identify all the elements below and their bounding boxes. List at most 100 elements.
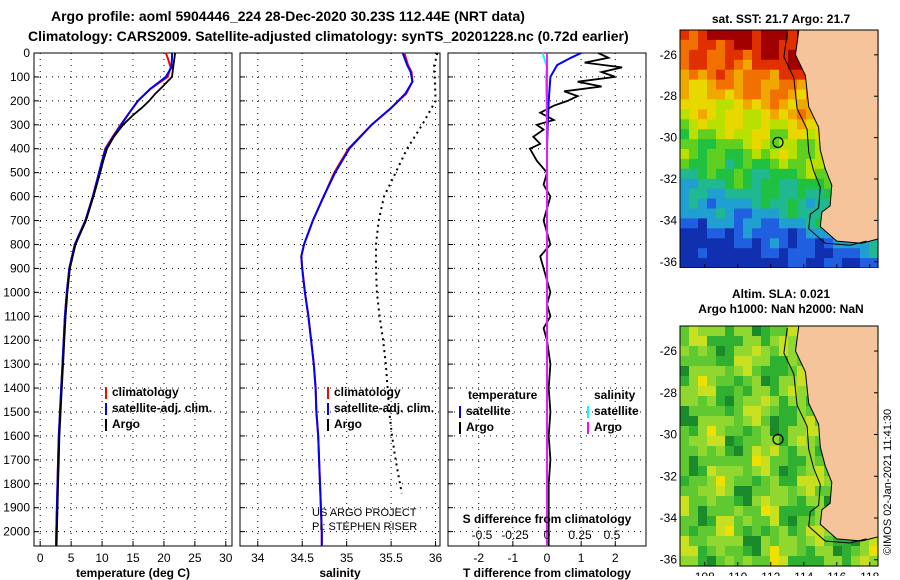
map-cell [707, 366, 717, 377]
map-cell [788, 506, 798, 517]
map-cell [788, 149, 798, 160]
map-cell [716, 129, 726, 140]
map-cell [680, 149, 690, 160]
map-cell [842, 248, 852, 259]
map-cell [707, 486, 717, 497]
map-cell [689, 416, 699, 427]
map-cell [680, 476, 690, 487]
map-cell [680, 59, 690, 71]
map-cell [770, 476, 780, 487]
map-cell [689, 506, 699, 517]
map-cell [797, 436, 807, 447]
map-cell [698, 416, 708, 427]
map-cell [815, 456, 825, 467]
map-cell [752, 168, 762, 180]
map-cell [689, 208, 699, 219]
map-cell [761, 158, 771, 170]
map-cell [788, 258, 798, 268]
map-cell [689, 466, 699, 477]
map-cell [743, 556, 753, 567]
map-cell [725, 386, 735, 397]
map-cell [788, 376, 798, 387]
map-cell [797, 376, 807, 387]
depth-tick-label: 800 [10, 237, 30, 251]
map-cell [797, 486, 807, 497]
map-cell [788, 516, 798, 527]
map-cell [788, 79, 798, 91]
map-cell [689, 446, 699, 457]
map-cell [752, 516, 762, 527]
map-cell [788, 129, 798, 140]
map-cell [815, 476, 825, 487]
map-cell [806, 496, 816, 507]
map-cell [770, 406, 780, 417]
map-cell [689, 218, 699, 229]
map-cell [788, 426, 798, 437]
map-cell [752, 456, 762, 467]
map-lat-label: -34 [660, 511, 678, 525]
map-cell [752, 198, 762, 210]
map-cell [806, 119, 816, 130]
map-cell [743, 69, 753, 81]
map-cell [779, 119, 789, 130]
map-cell [806, 436, 816, 447]
map-cell [815, 228, 825, 239]
map-cell [689, 238, 699, 249]
difference-salinity-tick-label: -0.5 [472, 528, 493, 542]
map-cell [707, 396, 717, 407]
map-cell [743, 228, 753, 239]
map-cell [770, 59, 780, 71]
map-cell [788, 466, 798, 477]
map-cell [716, 526, 726, 537]
map-cell [770, 198, 780, 210]
map-cell [797, 536, 807, 547]
map-cell [770, 376, 780, 387]
map-cell [815, 506, 825, 517]
map-cell [779, 386, 789, 397]
map-cell [806, 188, 816, 200]
map-cell [725, 476, 735, 487]
map-cell [734, 336, 744, 347]
map-cell [797, 188, 807, 200]
temperature-x-axis-label: temperature (deg C) [76, 566, 190, 580]
map-cell [842, 238, 852, 249]
temperature-x-tick-label: 20 [157, 551, 171, 565]
map-cell [761, 336, 771, 347]
map-cell [797, 258, 807, 268]
map-cell [815, 446, 825, 457]
map-cell [770, 446, 780, 457]
map-cell [680, 386, 690, 397]
map-cell [797, 366, 807, 377]
map-cell [689, 248, 699, 259]
salinity-x-axis-label: salinity [319, 566, 361, 580]
map-cell [752, 49, 762, 61]
map-cell [779, 39, 789, 51]
map-cell [716, 336, 726, 347]
map-cell [734, 396, 744, 407]
map-cell [743, 546, 753, 557]
map-cell [725, 89, 735, 100]
map-cell [698, 366, 708, 377]
map-cell [734, 178, 744, 190]
map-cell [797, 476, 807, 487]
map-cell [770, 336, 780, 347]
map-cell [743, 516, 753, 527]
map-cell [725, 99, 735, 110]
map-cell [743, 139, 753, 150]
sst-map-title: sat. SST: 21.7 Argo: 21.7 [711, 12, 851, 26]
map-cell [797, 456, 807, 467]
map-cell [698, 496, 708, 507]
map-cell [680, 516, 690, 527]
map-cell [689, 426, 699, 437]
map-cell [680, 366, 690, 377]
map-cell [698, 336, 708, 347]
map-cell [770, 69, 780, 81]
map-cell [689, 99, 699, 110]
map-cell [788, 238, 798, 249]
map-cell [698, 69, 708, 81]
difference-salinity-tick-label: 0.25 [568, 528, 592, 542]
map-cell [680, 546, 690, 557]
map-cell [815, 218, 825, 229]
map-cell [860, 556, 870, 567]
map-cell [761, 89, 771, 100]
